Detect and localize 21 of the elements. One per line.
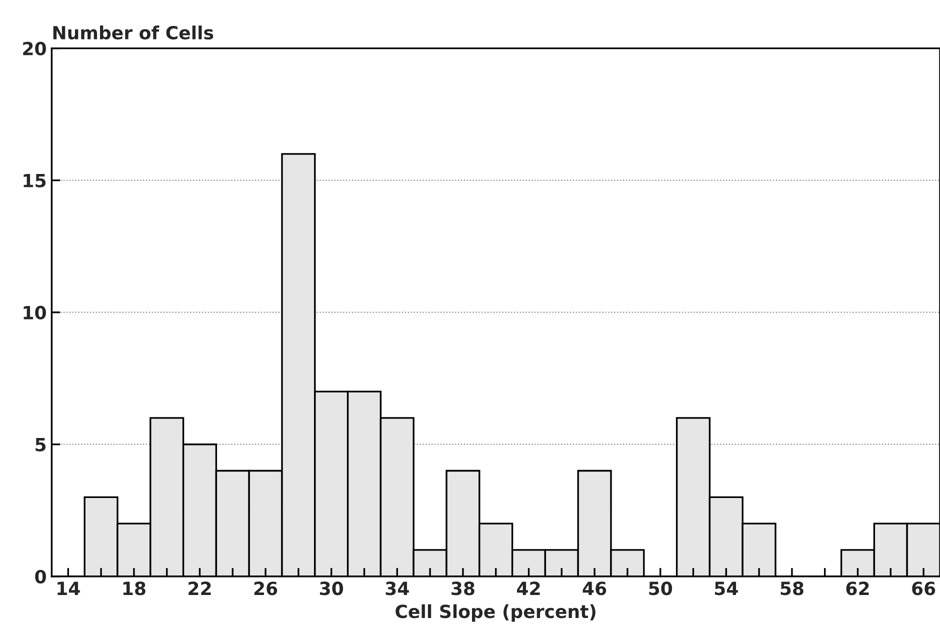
x-axis-title: Cell Slope (percent)	[396, 604, 596, 622]
x-tick-label: 22	[188, 582, 211, 595]
x-tick-label: 18	[123, 582, 146, 596]
x-tick-label: 58	[780, 582, 804, 596]
x-tick-label: 26	[254, 582, 278, 596]
x-tick-label: 38	[452, 582, 474, 596]
x-tick-label: 50	[649, 582, 672, 596]
y-axis-title: Number of Cells	[53, 26, 214, 40]
x-tick-label: 14	[58, 582, 80, 595]
y-tick-label: 0	[35, 570, 46, 584]
x-tick-label: 62	[846, 582, 869, 596]
x-tick-label: 66	[912, 582, 936, 596]
y-tick-label: 15	[24, 174, 46, 188]
x-tick-label: 46	[582, 582, 606, 596]
y-tick-label: 20	[23, 42, 46, 56]
x-tick-label: 42	[517, 582, 540, 595]
x-tick-label: 54	[714, 582, 738, 596]
x-tick-label: 34	[386, 582, 409, 596]
x-tick-label: 30	[320, 582, 344, 596]
y-tick-label: 5	[36, 438, 46, 452]
y-tick-label: 10	[24, 306, 46, 320]
